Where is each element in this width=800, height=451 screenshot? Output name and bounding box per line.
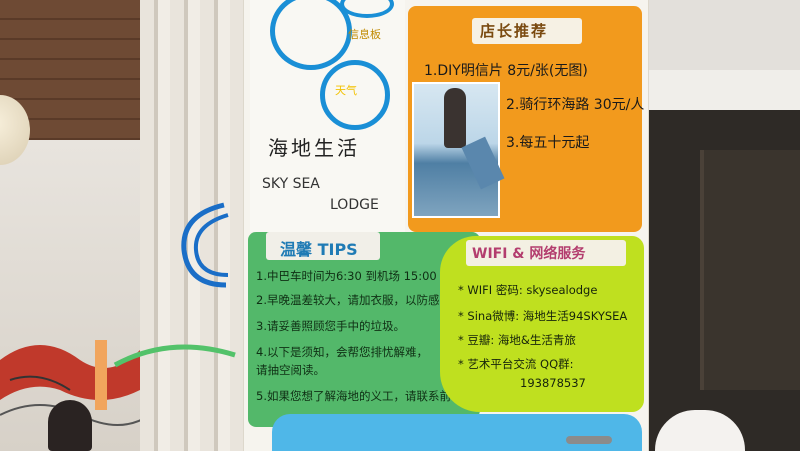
wifi-item: * WIFI 密码: skysealodge	[458, 283, 598, 297]
wifi-item: * 豆瓣: 海地&生活青旅	[458, 333, 576, 347]
shelf	[700, 150, 800, 390]
blue-ring-hook	[181, 202, 229, 288]
blue-circle-drawing	[270, 0, 352, 70]
ceiling-beam	[640, 70, 800, 110]
blue-circle-drawing	[340, 0, 394, 18]
wall-mural	[0, 340, 150, 426]
tips-title-bg	[266, 232, 380, 260]
manager-pick-item: 3.每五十元起	[506, 135, 590, 151]
tip-item: 2.早晚温差较大，请加衣服，以防感冒	[256, 293, 451, 307]
wifi-item: * Sina微博: 海地生活94SKYSEA	[458, 309, 628, 323]
metal-pipe	[566, 436, 612, 444]
manager-picks-title: 店长推荐	[480, 22, 549, 40]
right-wall	[630, 0, 800, 80]
tip-item: 4.以下是须知，会帮您排忧解难，	[256, 345, 428, 359]
wifi-item: 193878537	[520, 376, 586, 390]
person	[48, 400, 92, 451]
tip-item: 5.如果您想了解海地的义工，请联系前台	[256, 389, 463, 403]
manager-pick-item: 1.DIY明信片 8元/张(无图)	[424, 63, 588, 79]
lodge-name-cn: 海地生活	[268, 136, 360, 160]
lodge-name-en-line1: SKY SEA	[262, 176, 320, 192]
photo-person	[444, 88, 466, 148]
manager-pick-item: 2.骑行环海路 30元/人	[506, 97, 645, 113]
lodge-name-en-line2: LODGE	[330, 197, 379, 213]
blue-circle-drawing	[320, 60, 390, 130]
wifi-title-bg	[466, 240, 626, 266]
wifi-title: WIFI & 网络服务	[472, 246, 586, 262]
manager-picks-title-bg	[472, 18, 582, 44]
tip-item: 请抽空阅读。	[256, 363, 325, 377]
wifi-item: * 艺术平台交流 QQ群:	[458, 357, 574, 371]
tip-item: 1.中巴车时间为6:30 到机场 15:00	[256, 269, 437, 283]
tip-item: 3.请妥善照顾您手中的垃圾。	[256, 319, 405, 333]
circle-label: 天气	[335, 84, 357, 97]
curtain-tie	[113, 344, 236, 368]
tips-title: 温馨 TIPS	[280, 240, 358, 259]
left-wall	[0, 140, 150, 451]
info-board-label: 信息板	[348, 28, 381, 41]
blue-panel	[272, 414, 642, 451]
curtain	[140, 0, 250, 451]
